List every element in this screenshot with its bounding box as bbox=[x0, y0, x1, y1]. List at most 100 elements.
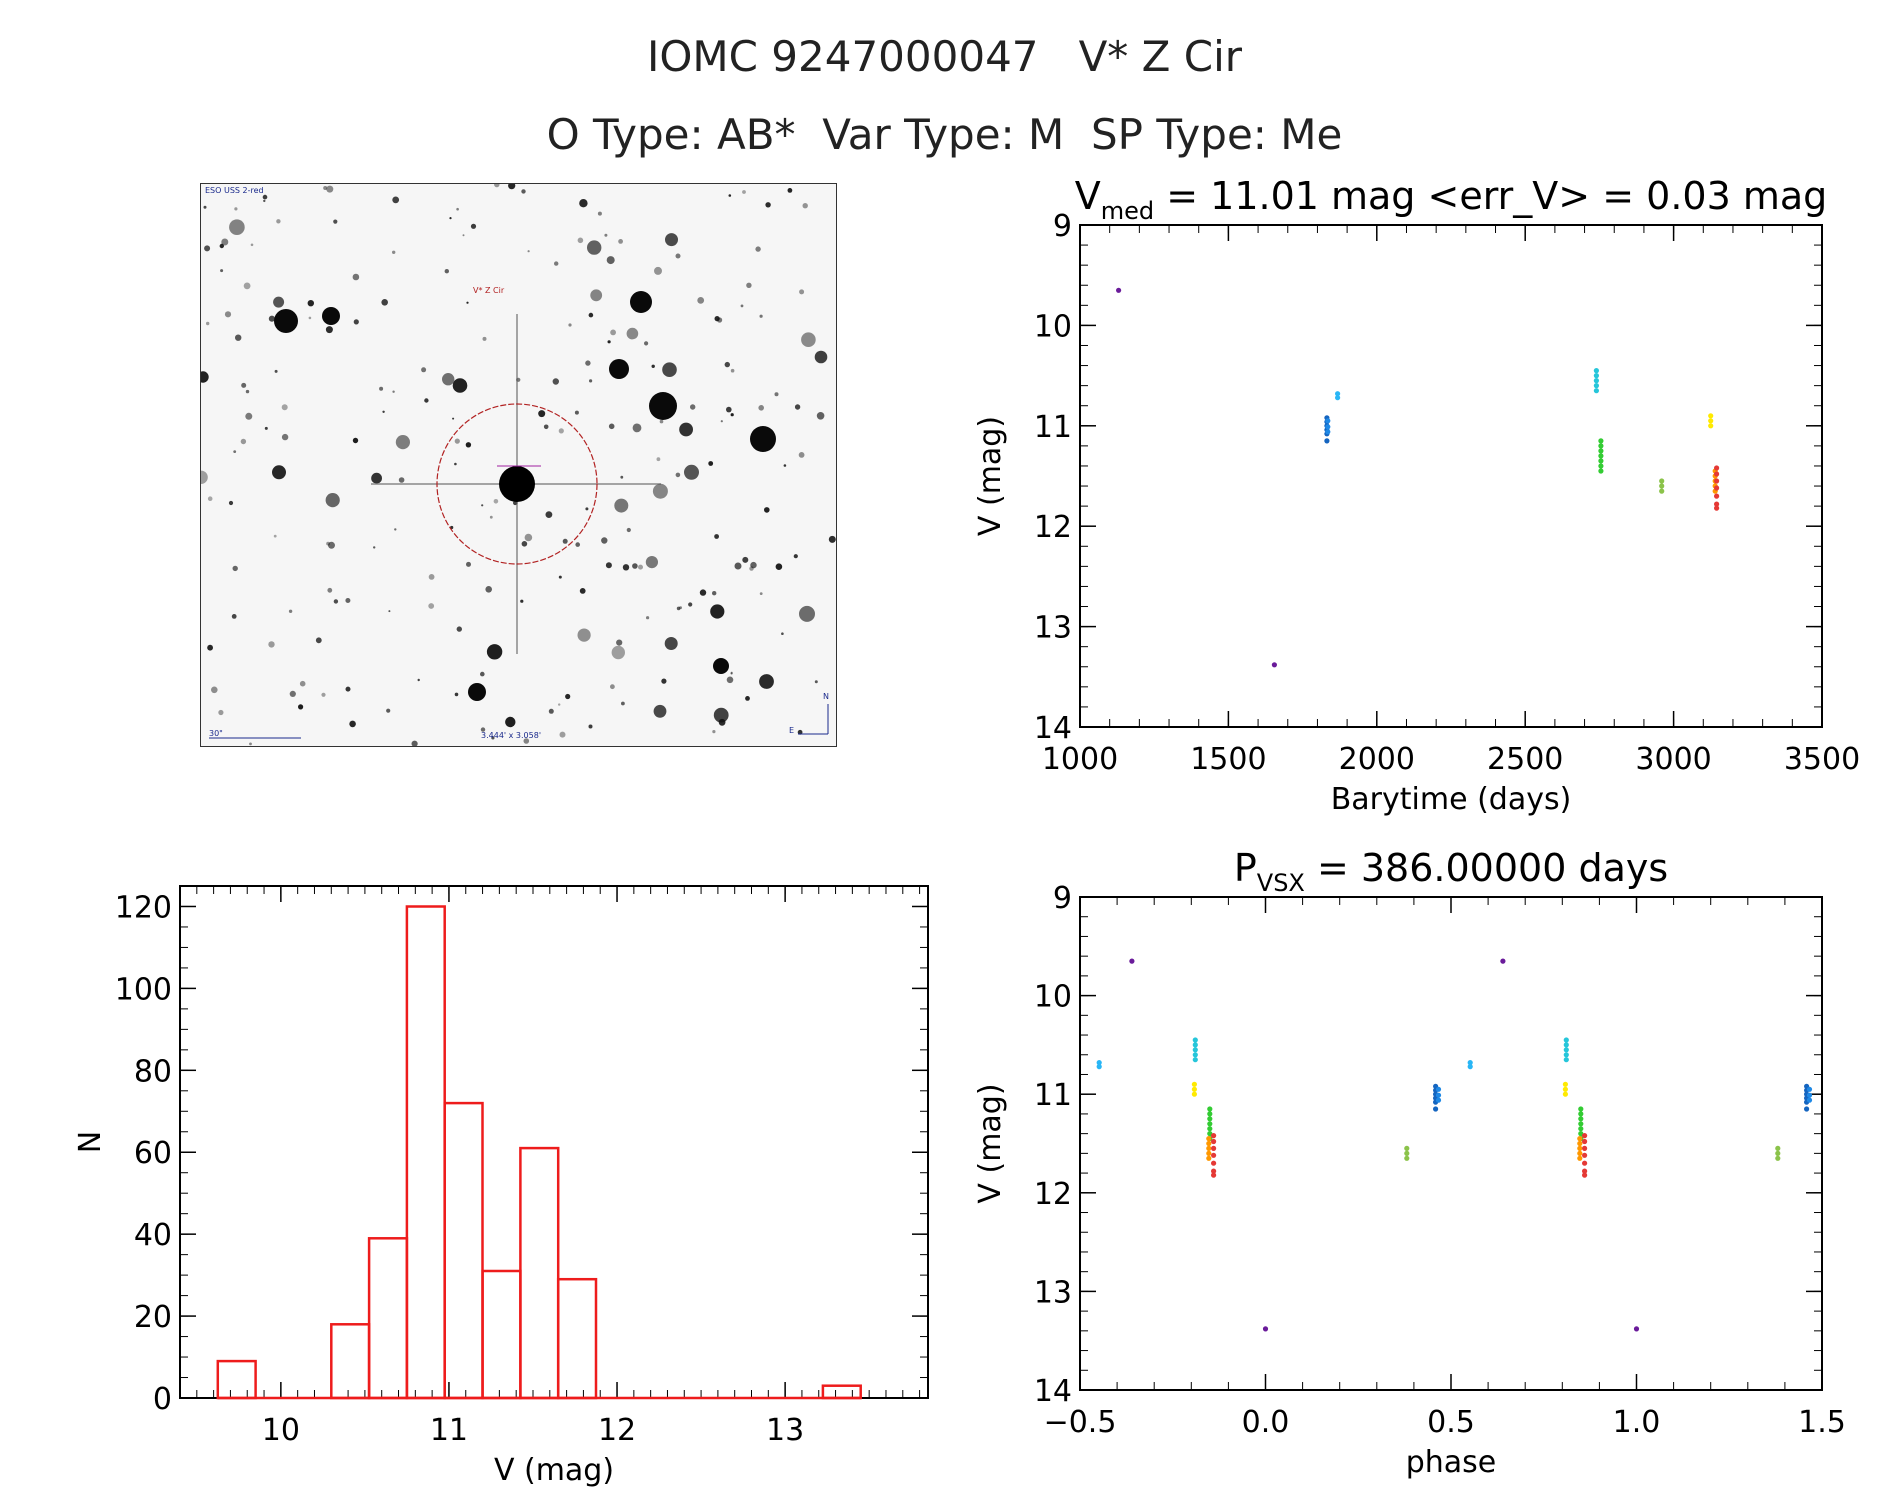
star bbox=[485, 586, 493, 593]
bright-star bbox=[649, 392, 677, 420]
star bbox=[231, 614, 237, 619]
star bbox=[814, 350, 828, 364]
star bbox=[793, 554, 798, 559]
phase-point bbox=[1582, 1160, 1588, 1166]
y-tick-label: 13 bbox=[1034, 1275, 1072, 1310]
y-tick-label: 13 bbox=[1034, 611, 1072, 646]
star bbox=[527, 250, 530, 253]
star bbox=[562, 538, 568, 544]
star bbox=[545, 511, 553, 518]
star bbox=[228, 500, 234, 506]
phase-point bbox=[1577, 1150, 1583, 1156]
phase-point bbox=[1582, 1133, 1588, 1139]
x-tick-label: 2000 bbox=[1339, 742, 1415, 777]
star bbox=[662, 362, 677, 377]
star bbox=[462, 234, 465, 237]
star bbox=[444, 269, 449, 274]
star bbox=[558, 703, 561, 706]
star bbox=[585, 507, 589, 511]
x-axis-label: phase bbox=[1406, 1445, 1497, 1480]
lightcurve-point bbox=[1325, 429, 1331, 435]
y-axis-label: N bbox=[73, 1131, 108, 1153]
star bbox=[263, 199, 266, 203]
star bbox=[204, 245, 211, 252]
star bbox=[568, 323, 572, 327]
figure-title: IOMC 9247000047 V* Z Cir bbox=[646, 32, 1243, 81]
star bbox=[206, 321, 210, 326]
star bbox=[585, 360, 591, 366]
histogram-bar bbox=[330, 1323, 371, 1400]
star bbox=[558, 575, 562, 579]
phase-point bbox=[1500, 958, 1506, 964]
sky-image-panel: ESO USS 2-red V* Z Cir 30" 3.444' x 3.05… bbox=[200, 183, 837, 747]
y-tick-label: 40 bbox=[134, 1218, 172, 1253]
star bbox=[787, 188, 793, 193]
star bbox=[565, 693, 571, 700]
x-axis-label: Barytime (days) bbox=[1331, 782, 1572, 817]
lightcurve-point bbox=[1598, 443, 1604, 449]
phase-point bbox=[1096, 1060, 1102, 1066]
lightcurve-point bbox=[1708, 423, 1714, 429]
figure-subtitle: O Type: AB* Var Type: M SP Type: Me bbox=[546, 110, 1343, 159]
lightcurve-point bbox=[1324, 438, 1330, 444]
y-tick-label: 20 bbox=[134, 1300, 172, 1335]
phase-point bbox=[1633, 1326, 1640, 1332]
star bbox=[421, 367, 427, 373]
star bbox=[398, 477, 405, 483]
star bbox=[392, 196, 400, 204]
bright-star bbox=[468, 683, 486, 701]
x-axis-label: V (mag) bbox=[494, 1453, 614, 1488]
lightcurve-point bbox=[1714, 465, 1720, 471]
star bbox=[665, 233, 678, 247]
star bbox=[607, 340, 611, 344]
star bbox=[491, 736, 495, 740]
star bbox=[201, 371, 209, 383]
lightcurve-point bbox=[1271, 662, 1277, 668]
star bbox=[345, 686, 351, 692]
star bbox=[710, 604, 725, 619]
star bbox=[521, 541, 528, 547]
star bbox=[394, 528, 397, 531]
star bbox=[494, 184, 500, 188]
x-tick-label: 1000 bbox=[1042, 742, 1118, 777]
star bbox=[690, 404, 696, 410]
star bbox=[577, 237, 584, 244]
star bbox=[746, 282, 752, 288]
title-subscript: VSX bbox=[1257, 869, 1305, 897]
phase-point bbox=[1582, 1145, 1588, 1151]
phase-point bbox=[1262, 1326, 1269, 1332]
star bbox=[606, 256, 615, 265]
star bbox=[240, 438, 247, 445]
x-tick-label: 10 bbox=[262, 1413, 300, 1448]
phase-point bbox=[1562, 1086, 1568, 1092]
phase-point bbox=[1582, 1138, 1588, 1145]
star bbox=[708, 461, 714, 466]
phase-point bbox=[1211, 1152, 1217, 1158]
fov-label: 3.444' x 3.058' bbox=[481, 731, 542, 740]
y-tick-label: 80 bbox=[134, 1054, 172, 1089]
star bbox=[524, 533, 533, 542]
star bbox=[289, 690, 296, 697]
star bbox=[221, 238, 229, 246]
star bbox=[411, 740, 418, 746]
star bbox=[454, 692, 459, 697]
star bbox=[466, 561, 471, 567]
phase-point bbox=[1206, 1136, 1212, 1142]
star bbox=[281, 404, 288, 411]
sky-image bbox=[201, 184, 836, 746]
phase-point bbox=[1211, 1145, 1217, 1151]
lightcurve-point bbox=[1593, 373, 1599, 379]
phase-point bbox=[1207, 1126, 1213, 1132]
y-axis-label: V (mag) bbox=[973, 1083, 1008, 1203]
star bbox=[684, 464, 699, 480]
x-tick-label: 1500 bbox=[1190, 742, 1266, 777]
star bbox=[386, 708, 391, 713]
scale-label: 30" bbox=[209, 729, 223, 738]
star bbox=[349, 720, 356, 728]
star bbox=[654, 266, 662, 275]
lightcurve-point bbox=[1325, 424, 1331, 430]
star bbox=[718, 718, 726, 726]
star bbox=[758, 405, 764, 411]
lightcurve-point bbox=[1325, 418, 1331, 424]
star bbox=[276, 219, 281, 224]
